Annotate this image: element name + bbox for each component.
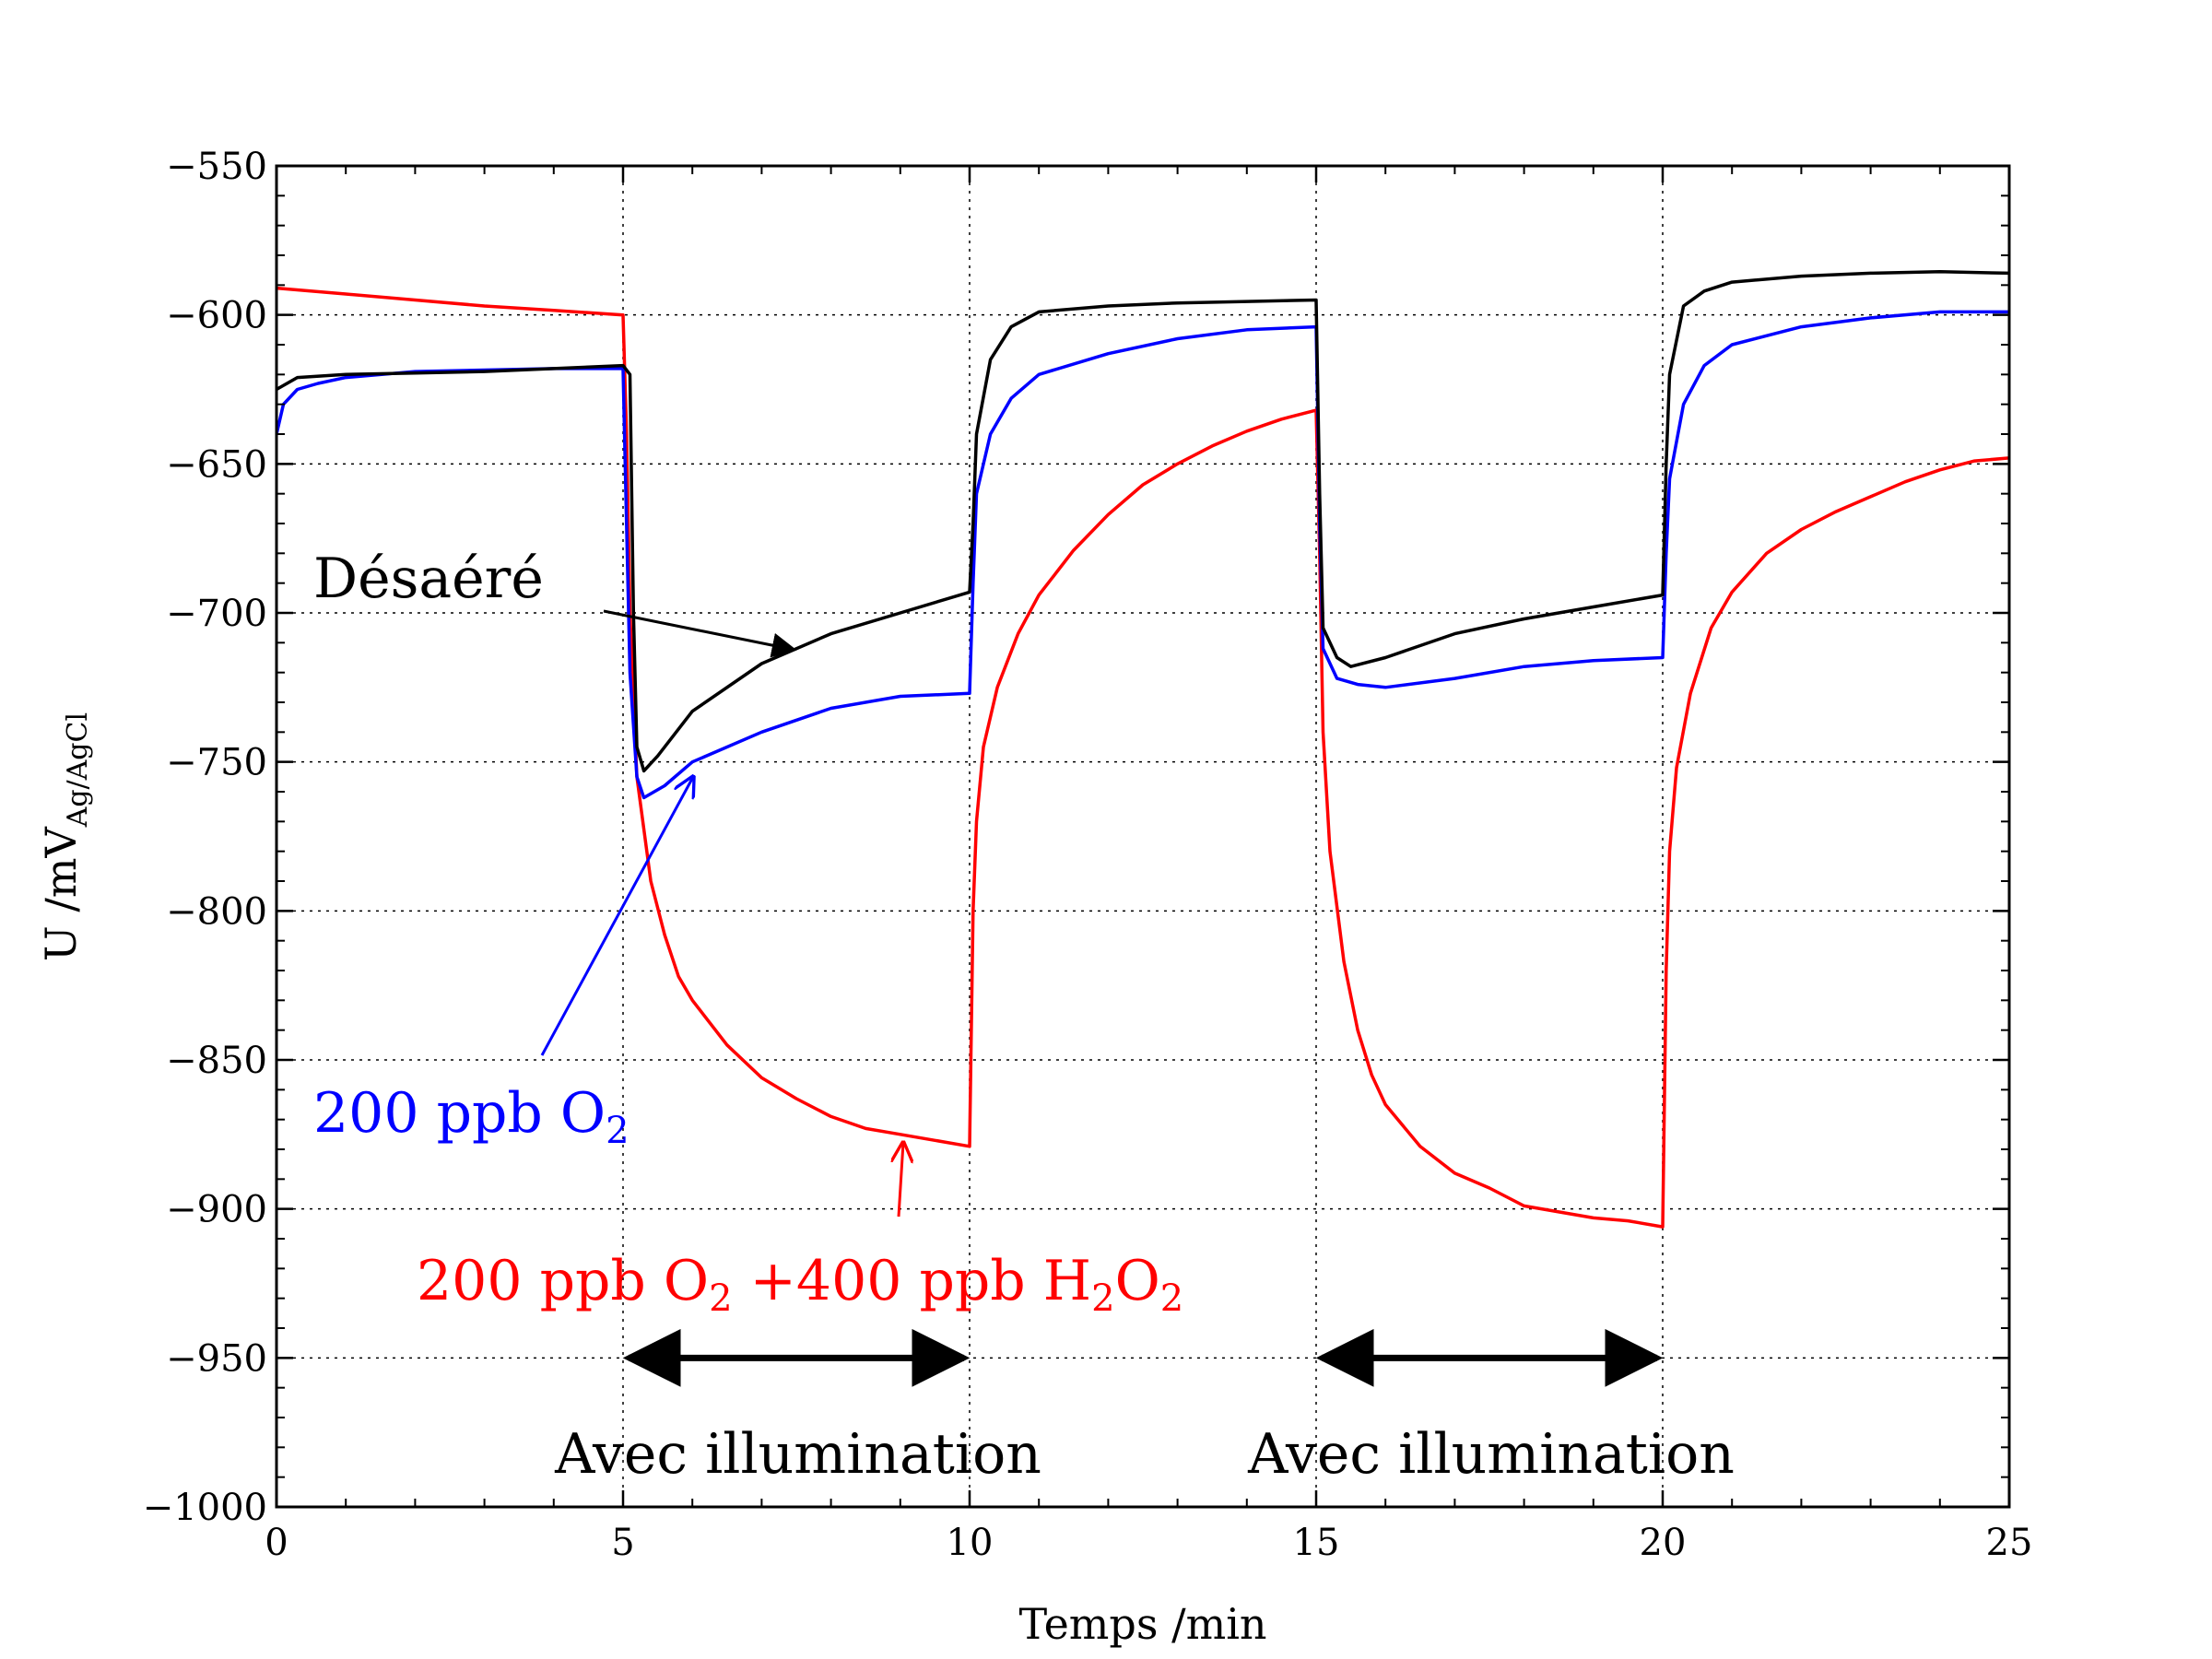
y-axis-title-sub: Ag/AgCl — [62, 712, 94, 828]
x-tick-label: 5 — [611, 1522, 634, 1564]
desaere-label: Désaéré — [313, 547, 544, 611]
y-tick-label: −700 — [166, 593, 267, 635]
plot-frame — [275, 164, 2011, 1509]
h2o2-label-sub3: 2 — [1160, 1277, 1183, 1320]
annotations: Désaéré 200 ppb O2 200 ppb O2 +400 ppb H… — [313, 547, 1735, 1487]
h2o2-label: 200 ppb O2 +400 ppb H2O2 — [417, 1249, 1183, 1320]
y-tick-label: −850 — [166, 1040, 267, 1082]
x-tick-label: 0 — [265, 1522, 288, 1564]
y-tick-label: −950 — [166, 1337, 267, 1380]
h2o2-label-a: 200 ppb O — [417, 1249, 709, 1313]
x-tick-label: 15 — [1293, 1522, 1340, 1564]
x-tick-label: 20 — [1640, 1522, 1687, 1564]
series-200ppb-o2-h2o2-line — [276, 286, 2009, 1229]
o2-label: 200 ppb O2 — [313, 1081, 629, 1152]
x-axis-title: Temps /min — [1018, 1599, 1266, 1649]
h2o2-label-c: O — [1115, 1249, 1160, 1313]
y-tick-label: −750 — [166, 742, 267, 784]
plot-background — [276, 166, 2009, 1507]
axis-ticks — [275, 164, 2011, 1509]
illumination-label-1: Avec illumination — [554, 1422, 1041, 1487]
o2-label-sub: 2 — [606, 1110, 629, 1152]
h2o2-label-sub2: 2 — [1091, 1277, 1114, 1320]
desaere-arrow — [603, 609, 797, 658]
y-tick-label: −800 — [166, 890, 267, 933]
series-desaere-line — [276, 270, 2009, 773]
y-tick-label: −1000 — [143, 1487, 267, 1529]
y-axis-title-main: U /mV — [36, 827, 86, 962]
h2o2-arrow — [899, 1143, 903, 1218]
h2o2-label-b: +400 ppb H — [733, 1249, 1092, 1313]
h2o2-label-sub1: 2 — [709, 1277, 732, 1320]
x-tick-label: 10 — [947, 1522, 994, 1564]
axis-tick-labels: 0 5 10 15 20 25 −550 −600 −650 −700 −750 −800 −850 −9… — [143, 146, 2033, 1564]
y-tick-label: −900 — [166, 1189, 267, 1231]
y-tick-label: −600 — [166, 295, 267, 337]
y-axis-title: U /mVAg/AgCl — [36, 712, 94, 961]
x-tick-label: 25 — [1986, 1522, 2033, 1564]
series-layer — [276, 270, 2009, 1229]
o2-label-main: 200 ppb O — [313, 1081, 606, 1146]
y-tick-label: −550 — [166, 146, 267, 188]
y-tick-label: −650 — [166, 443, 267, 486]
o2-arrow — [540, 777, 693, 1056]
illumination-label-2: Avec illumination — [1247, 1422, 1735, 1487]
